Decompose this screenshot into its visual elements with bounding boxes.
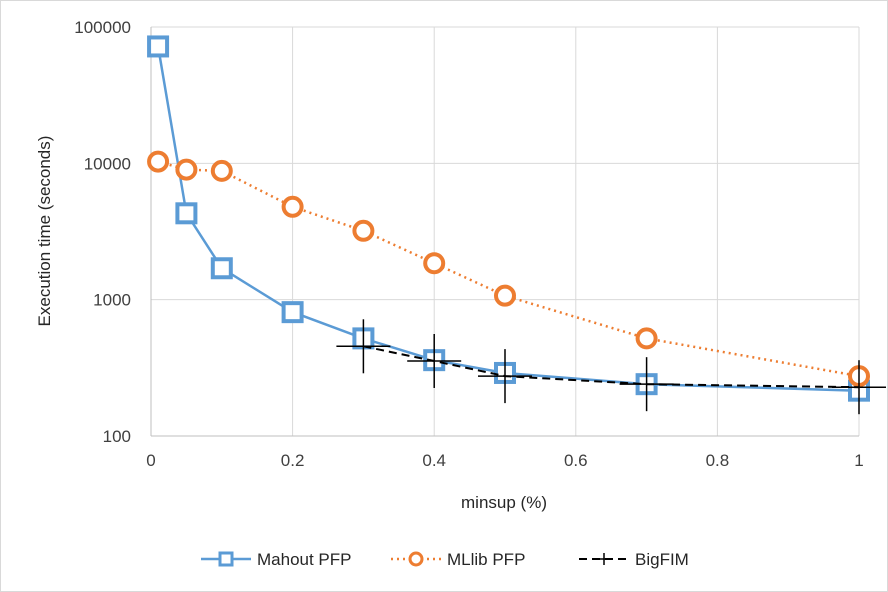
legend-marker: [408, 551, 424, 567]
y-tick-label: 100: [103, 427, 131, 446]
data-point: [175, 158, 198, 181]
series-mllib-pfp: [147, 150, 870, 388]
legend-item: Mahout PFP: [201, 550, 352, 569]
legend-label: BigFIM: [635, 550, 689, 569]
legend-marker: [218, 551, 234, 567]
data-point: [281, 301, 304, 324]
x-tick-label: 0.8: [706, 451, 730, 470]
data-point: [210, 257, 233, 280]
data-point: [336, 319, 391, 374]
y-axis-title: Execution time (seconds): [35, 136, 54, 327]
data-point: [281, 195, 304, 218]
y-tick-label: 10000: [84, 154, 131, 173]
legend-item: MLlib PFP: [391, 550, 525, 569]
data-point: [210, 159, 233, 182]
legend-item: BigFIM: [579, 550, 689, 569]
data-point: [352, 219, 375, 242]
y-tick-label: 100000: [74, 18, 131, 37]
y-tick-label: 1000: [93, 291, 131, 310]
data-point: [147, 35, 170, 58]
x-tick-label: 0.4: [422, 451, 446, 470]
series-line: [157, 160, 860, 378]
data-point: [147, 150, 170, 173]
x-axis-title: minsup (%): [461, 493, 547, 512]
data-point: [175, 202, 198, 225]
x-tick-label: 0.2: [281, 451, 305, 470]
x-tick-label: 1: [854, 451, 863, 470]
x-tick-label: 0.6: [564, 451, 588, 470]
data-point: [494, 284, 516, 307]
data-point: [478, 349, 532, 404]
data-point: [832, 360, 886, 415]
series-line: [156, 46, 860, 392]
axes: 0 0.2 0.4 0.6 0.8 1 100 1000 10000 100000: [74, 18, 863, 470]
x-tick-label: 0: [146, 451, 155, 470]
series-layer: [147, 35, 886, 415]
legend-label: MLlib PFP: [447, 550, 525, 569]
series-mahout-pfp: [147, 35, 870, 402]
data-point: [635, 327, 658, 350]
data-point: [407, 333, 462, 388]
legend-label: Mahout PFP: [257, 550, 352, 569]
data-point: [619, 357, 674, 412]
legend: Mahout PFP MLlib PFP BigFIM: [201, 550, 689, 569]
series-bigfim: [336, 319, 886, 415]
data-point: [423, 252, 446, 275]
